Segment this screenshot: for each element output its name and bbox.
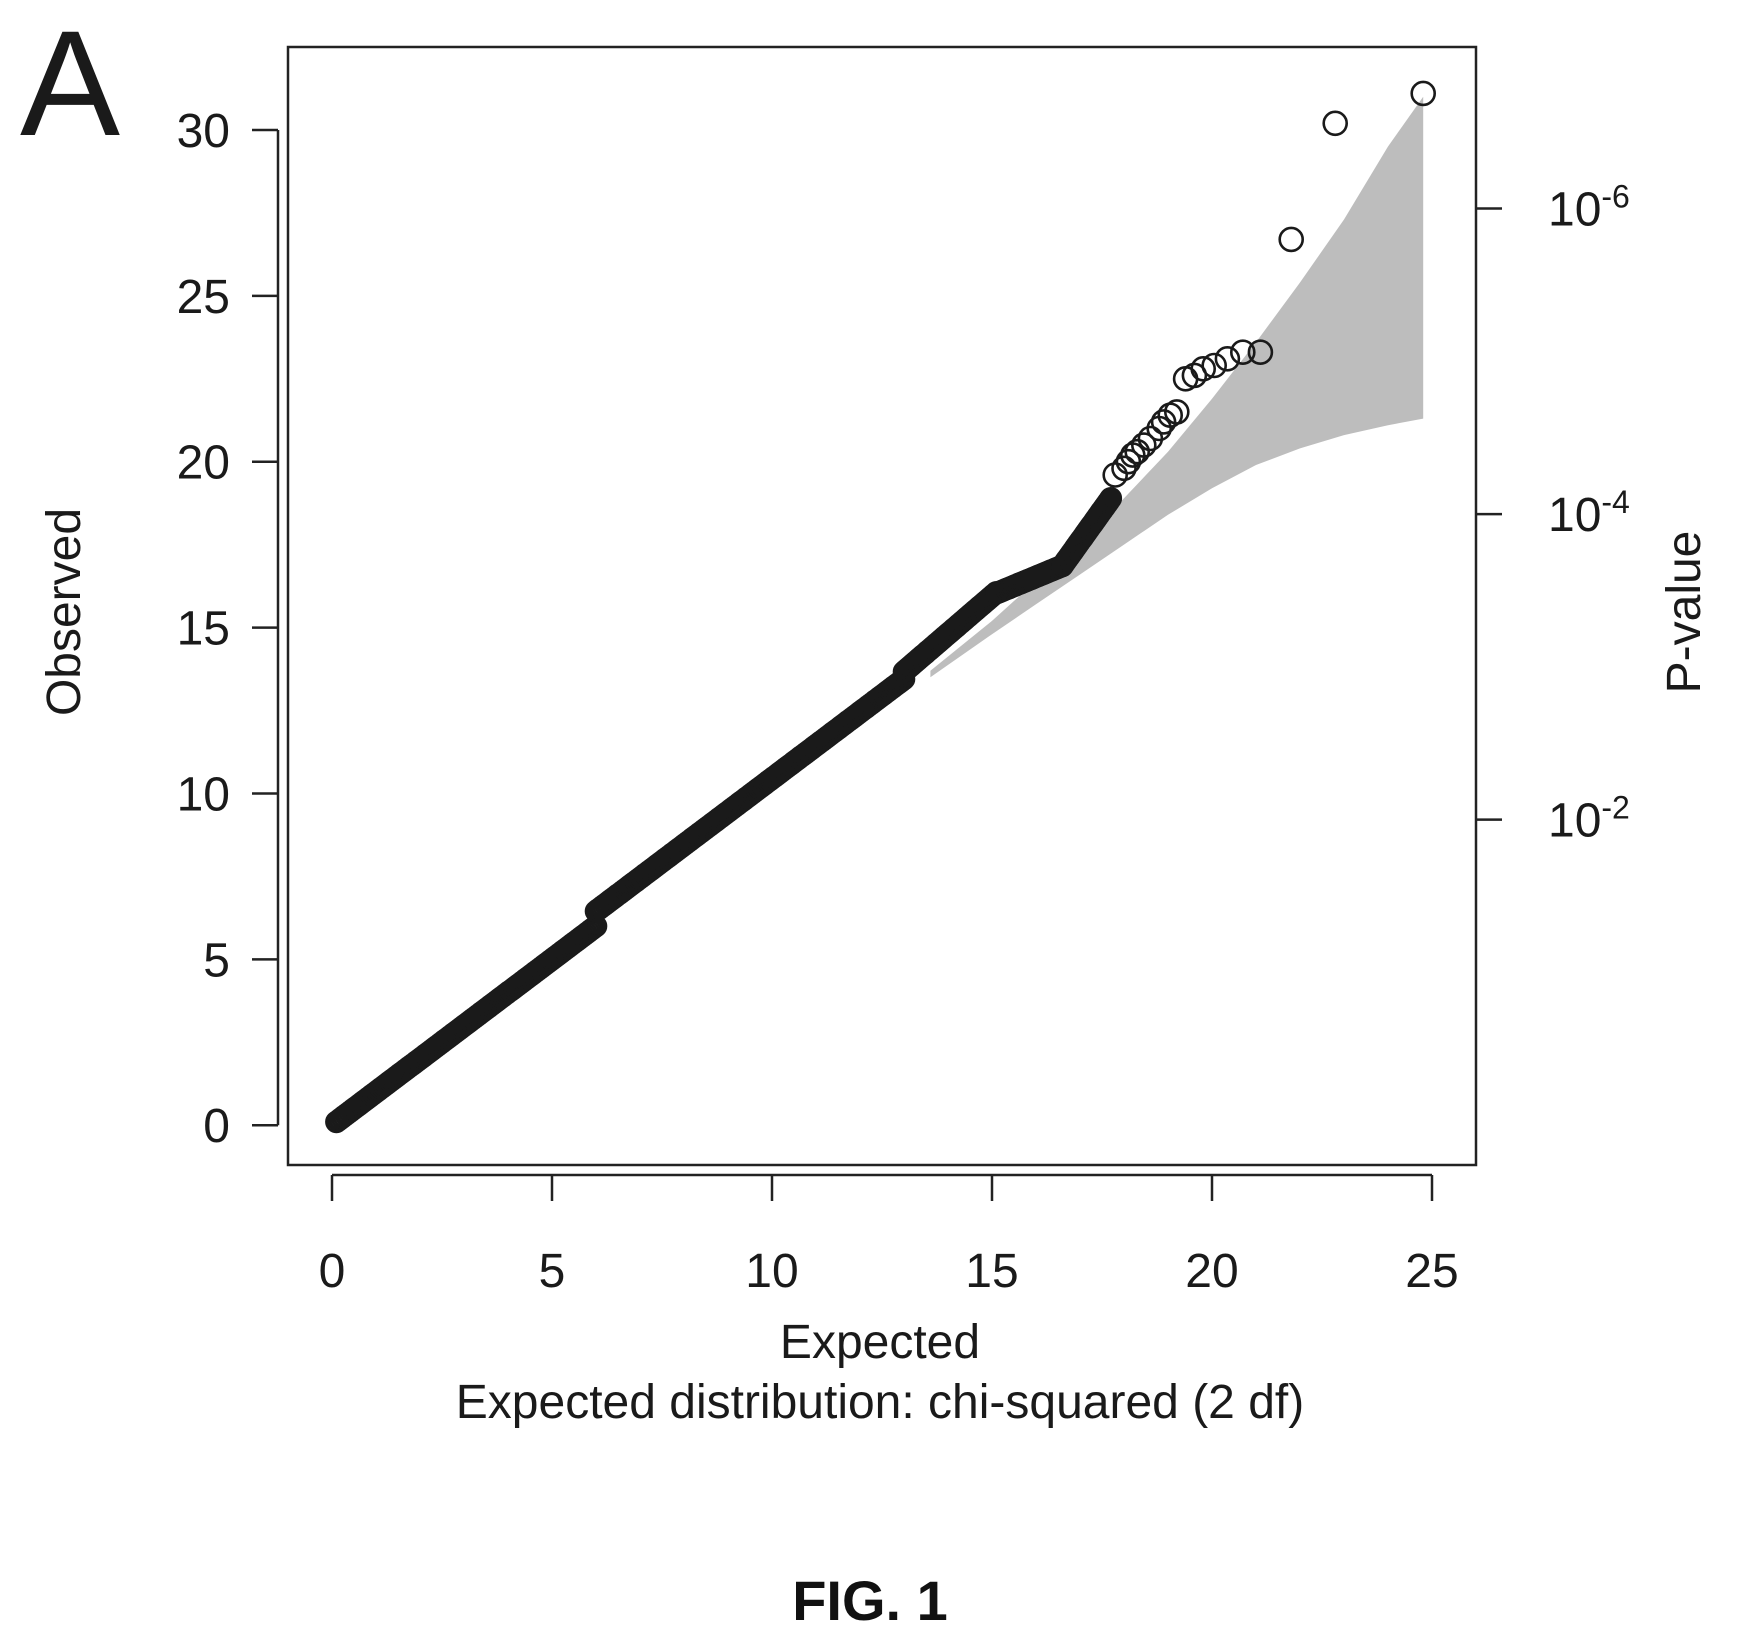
- data-point: [1099, 486, 1123, 510]
- data-point: [1214, 345, 1241, 372]
- data-point: [1164, 399, 1190, 425]
- data-point: [1124, 438, 1150, 465]
- panel-label: A: [20, 0, 120, 167]
- data-point: [1102, 462, 1128, 488]
- y-tick-label: 25: [177, 271, 230, 324]
- confidence-band: [930, 96, 1424, 678]
- x-axis-label: Expected: [780, 1316, 980, 1369]
- x-tick-label: 25: [1405, 1245, 1458, 1298]
- data-point: [1181, 362, 1208, 389]
- y2-tick-label: 10-6: [1548, 179, 1630, 237]
- data-point: [1137, 425, 1164, 452]
- y-axis-label: Observed: [38, 508, 91, 716]
- y-tick-label: 5: [203, 934, 230, 987]
- data-point: [1278, 226, 1304, 253]
- y2-axis-label: P-value: [1658, 531, 1711, 694]
- y-tick-label: 0: [203, 1100, 230, 1153]
- plot-frame: [286, 45, 1478, 1167]
- x-tick-label: 10: [745, 1245, 798, 1298]
- figure-caption: FIG. 1: [792, 1569, 948, 1632]
- data-point: [1190, 355, 1216, 382]
- data-point: [1111, 455, 1137, 482]
- x-tick-label: 5: [539, 1245, 566, 1298]
- y-tick-label: 30: [177, 105, 230, 158]
- data-point: [1150, 409, 1177, 435]
- data-point: [1201, 352, 1227, 379]
- y2-tick-label: 10-2: [1548, 790, 1630, 848]
- y2-tick-label: 10-4: [1548, 484, 1630, 542]
- y-tick-label: 15: [177, 603, 230, 656]
- data-point: [1131, 432, 1157, 458]
- data-point: [1230, 339, 1256, 366]
- data-point: [1247, 339, 1274, 366]
- y-tick-label: 20: [177, 437, 230, 490]
- x-axis-subtitle: Expected distribution: chi-squared (2 df…: [456, 1376, 1304, 1429]
- x-tick-label: 0: [319, 1245, 346, 1298]
- data-point: [1410, 80, 1436, 107]
- data-point: [1322, 110, 1348, 137]
- y-tick-label: 10: [177, 768, 230, 821]
- x-tick-label: 20: [1185, 1245, 1238, 1298]
- x-tick-label: 15: [965, 1245, 1018, 1298]
- axes-ticks: 0 5 10 15 20 25 0 5 10 15 20 25 30 10-6 10-4 10-2: [177, 45, 1630, 1298]
- plot-area: [325, 80, 1436, 1134]
